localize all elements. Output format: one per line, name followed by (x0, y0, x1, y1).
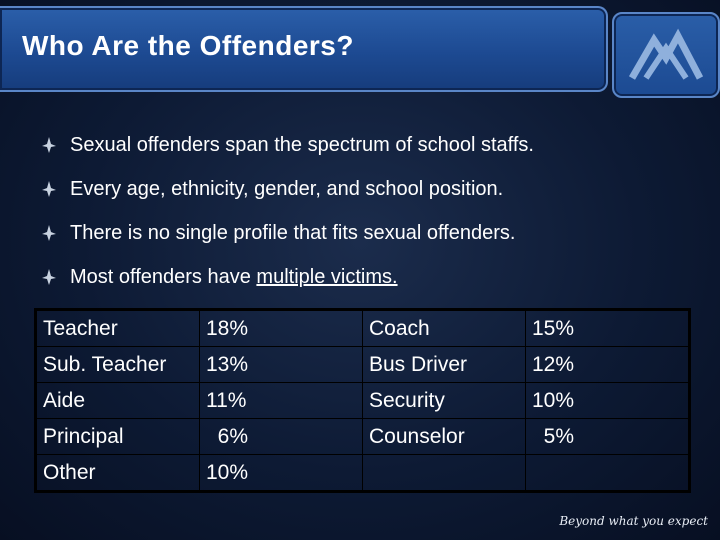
title-bar: Who Are the Offenders? (0, 6, 608, 92)
bullet-item: There is no single profile that fits sex… (42, 218, 534, 262)
table-row: Other 10% (36, 454, 689, 491)
table-cell-role: Other (36, 454, 200, 491)
table-cell-percent: 12% (525, 346, 689, 383)
slide-title: Who Are the Offenders? (22, 30, 354, 61)
bullet-item: Every age, ethnicity, gender, and school… (42, 174, 534, 218)
table-cell-percent: 15% (525, 310, 689, 347)
offender-table: Teacher 18% Coach 15% Sub. Teacher 13% B… (34, 308, 691, 493)
bullet-icon (42, 269, 56, 285)
table-cell-role: Sub. Teacher (36, 346, 200, 383)
table-cell-role: Principal (36, 418, 200, 455)
table-cell-percent: 10% (199, 454, 363, 491)
table-cell-role: Aide (36, 382, 200, 419)
bullet-text: Sexual offenders span the spectrum of sc… (70, 134, 534, 156)
table-cell-role: Teacher (36, 310, 200, 347)
table-row: Principal 6% Counselor 5% (36, 418, 689, 455)
table-row: Sub. Teacher 13% Bus Driver 12% (36, 346, 689, 383)
table-cell-percent: 6% (199, 418, 363, 455)
bullet-text: Most offenders have (70, 266, 257, 288)
table-cell-role (362, 454, 526, 491)
bullet-text: Every age, ethnicity, gender, and school… (70, 178, 504, 200)
mountain-logo-icon (628, 28, 704, 80)
table-cell-percent: 18% (199, 310, 363, 347)
table-cell-percent: 11% (199, 382, 363, 419)
logo-box (612, 12, 720, 98)
bullet-item: Most offenders have multiple victims. (42, 262, 534, 306)
table-cell-role: Coach (362, 310, 526, 347)
table-cell-role: Bus Driver (362, 346, 526, 383)
bullet-icon (42, 225, 56, 241)
table-cell-percent (525, 454, 689, 491)
table-cell-percent: 5% (525, 418, 689, 455)
table-cell-percent: 10% (525, 382, 689, 419)
table-row: Aide 11% Security 10% (36, 382, 689, 419)
table-cell-percent: 13% (199, 346, 363, 383)
table-cell-role: Security (362, 382, 526, 419)
bullet-list: Sexual offenders span the spectrum of sc… (42, 130, 534, 306)
bullet-text-underlined: multiple victims. (256, 266, 398, 288)
bullet-text: There is no single profile that fits sex… (70, 222, 516, 244)
bullet-icon (42, 137, 56, 153)
table-row: Teacher 18% Coach 15% (36, 310, 689, 347)
bullet-item: Sexual offenders span the spectrum of sc… (42, 130, 534, 174)
footer-tagline: Beyond what you expect (559, 514, 708, 528)
bullet-icon (42, 181, 56, 197)
table-cell-role: Counselor (362, 418, 526, 455)
